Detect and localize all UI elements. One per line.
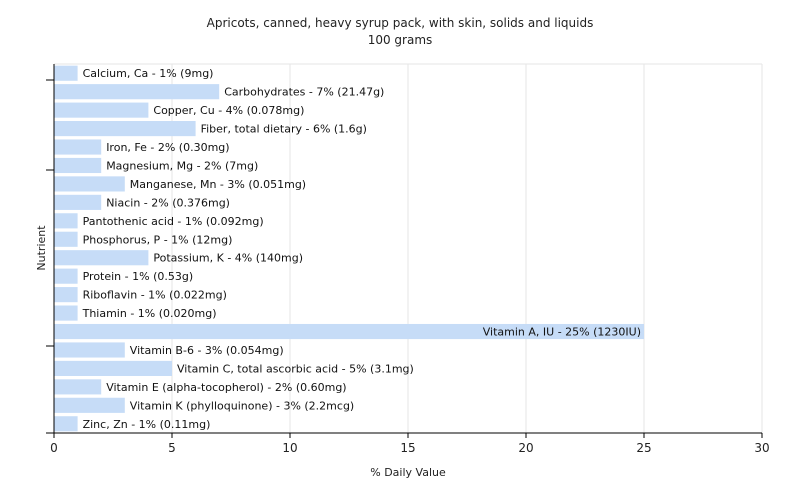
bar-label: Magnesium, Mg - 2% (7mg) [106,159,258,172]
x-tick-label: 15 [400,441,415,455]
bar-label: Zinc, Zn - 1% (0.11mg) [83,418,211,431]
x-tick-label: 5 [168,441,176,455]
x-tick-label: 25 [636,441,651,455]
bar-label: Thiamin - 1% (0.020mg) [82,307,217,320]
bar-label: Protein - 1% (0.53g) [83,270,194,283]
bar-label: Vitamin A, IU - 25% (1230IU) [483,326,641,339]
bar-label: Phosphorus, P - 1% (12mg) [83,233,233,246]
bar [54,250,149,266]
bar-label: Vitamin B-6 - 3% (0.054mg) [130,344,284,357]
bar-label: Manganese, Mn - 3% (0.051mg) [130,178,306,191]
bar [54,65,78,81]
bar [54,323,644,340]
bar-label: Copper, Cu - 4% (0.078mg) [153,104,304,117]
bar [54,102,149,118]
x-tick-label: 30 [754,441,769,455]
x-tick-label: 20 [518,441,533,455]
bar [54,121,196,137]
bar [54,416,78,432]
bar-label: Calcium, Ca - 1% (9mg) [83,67,214,80]
bars: Calcium, Ca - 1% (9mg) Carbohydrates - 7%… [54,65,644,432]
bar [54,379,102,395]
bar-label: Riboflavin - 1% (0.022mg) [83,289,227,302]
bar [54,176,125,192]
grid-lines [53,63,763,433]
bar-label: Pantothenic acid - 1% (0.092mg) [83,215,264,228]
bar-label: Niacin - 2% (0.376mg) [106,196,230,209]
bar [54,360,172,376]
y-axis-label: Nutrient [35,225,48,271]
x-axis-label: % Daily Value [370,466,446,479]
bar [54,287,78,303]
bar [54,305,78,321]
bar-label: Potassium, K - 4% (140mg) [153,252,303,265]
bar-label: Vitamin E (alpha-tocopherol) - 2% (0.60m… [106,381,346,394]
bar [54,231,78,247]
bar [54,157,102,174]
x-tick-labels: 0 5 10 15 20 25 30 [50,441,769,455]
bar-label: Vitamin C, total ascorbic acid - 5% (3.1… [177,362,414,375]
bar-label: Fiber, total dietary - 6% (1.6g) [201,123,367,136]
axes [46,64,763,438]
bar-label: Iron, Fe - 2% (0.30mg) [106,141,229,154]
bar-label: Carbohydrates - 7% (21.47g) [224,86,384,99]
bar [54,213,78,229]
bar [54,268,78,284]
bar [54,194,102,210]
chart-title: Apricots, canned, heavy syrup pack, with… [207,16,594,30]
bar [54,342,125,358]
bar [54,84,220,100]
bar-label: Vitamin K (phylloquinone) - 3% (2.2mcg) [130,399,354,412]
chart-subtitle: 100 grams [368,33,433,47]
x-tick-label: 10 [282,441,297,455]
x-tick-label: 0 [50,441,58,455]
bar [54,397,125,413]
bar [54,139,102,155]
